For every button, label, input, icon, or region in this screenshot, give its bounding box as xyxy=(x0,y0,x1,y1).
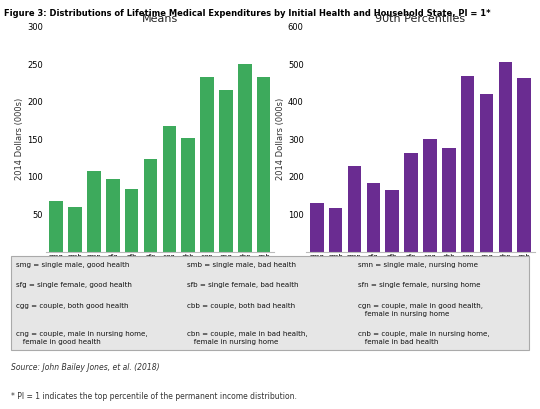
Bar xyxy=(386,190,399,252)
Text: cnb = couple, male in nursing home,
   female in bad health: cnb = couple, male in nursing home, fema… xyxy=(358,331,490,345)
Bar xyxy=(238,64,252,252)
Text: cng = couple, male in nursing home,
   female in good health: cng = couple, male in nursing home, fema… xyxy=(16,331,147,345)
Text: cbn = couple, male in bad health,
   female in nursing home: cbn = couple, male in bad health, female… xyxy=(187,331,308,345)
Bar xyxy=(50,201,63,252)
X-axis label: Household State at Age 70: Household State at Age 70 xyxy=(104,263,217,272)
Title: 90th Percentiles: 90th Percentiles xyxy=(375,14,465,25)
Bar xyxy=(69,207,82,252)
Bar xyxy=(144,159,157,252)
Text: Source: John Bailey Jones, et al. (2018): Source: John Bailey Jones, et al. (2018) xyxy=(11,363,159,372)
Bar xyxy=(219,90,233,252)
Bar xyxy=(480,94,494,252)
Bar xyxy=(257,77,271,252)
Bar xyxy=(329,209,342,252)
Bar xyxy=(310,203,323,252)
Bar xyxy=(442,148,456,252)
Title: Means: Means xyxy=(142,14,178,25)
Bar xyxy=(125,189,138,252)
FancyBboxPatch shape xyxy=(11,256,529,350)
Bar xyxy=(423,139,437,252)
Text: sfg = single female, good health: sfg = single female, good health xyxy=(16,282,132,288)
Text: sfn = single female, nursing home: sfn = single female, nursing home xyxy=(358,282,481,288)
Text: cbb = couple, both bad health: cbb = couple, both bad health xyxy=(187,303,295,309)
Y-axis label: 2014 Dollars (000s): 2014 Dollars (000s) xyxy=(276,98,285,180)
Text: smn = single male, nursing home: smn = single male, nursing home xyxy=(358,262,478,268)
Text: sfb = single female, bad health: sfb = single female, bad health xyxy=(187,282,299,288)
Bar xyxy=(87,171,101,252)
Bar xyxy=(367,183,380,252)
Text: Figure 3: Distributions of Lifetime Medical Expenditures by Initial Health and H: Figure 3: Distributions of Lifetime Medi… xyxy=(4,9,491,18)
Bar xyxy=(404,153,418,252)
Y-axis label: 2014 Dollars (000s): 2014 Dollars (000s) xyxy=(16,98,24,180)
Bar xyxy=(200,77,214,252)
Bar xyxy=(461,76,475,252)
Bar xyxy=(181,137,195,252)
Text: smg = single male, good health: smg = single male, good health xyxy=(16,262,130,268)
Bar xyxy=(498,62,512,252)
Text: * PI = 1 indicates the top percentile of the permanent income distribution.: * PI = 1 indicates the top percentile of… xyxy=(11,392,296,401)
Text: cgg = couple, both good health: cgg = couple, both good health xyxy=(16,303,129,309)
Bar xyxy=(517,78,531,252)
Text: smb = single male, bad health: smb = single male, bad health xyxy=(187,262,296,268)
Bar xyxy=(163,126,176,252)
Bar xyxy=(348,166,361,252)
Text: cgn = couple, male in good health,
   female in nursing home: cgn = couple, male in good health, femal… xyxy=(358,303,483,317)
X-axis label: Household State at Age 70: Household State at Age 70 xyxy=(364,263,477,272)
Bar xyxy=(106,179,120,252)
